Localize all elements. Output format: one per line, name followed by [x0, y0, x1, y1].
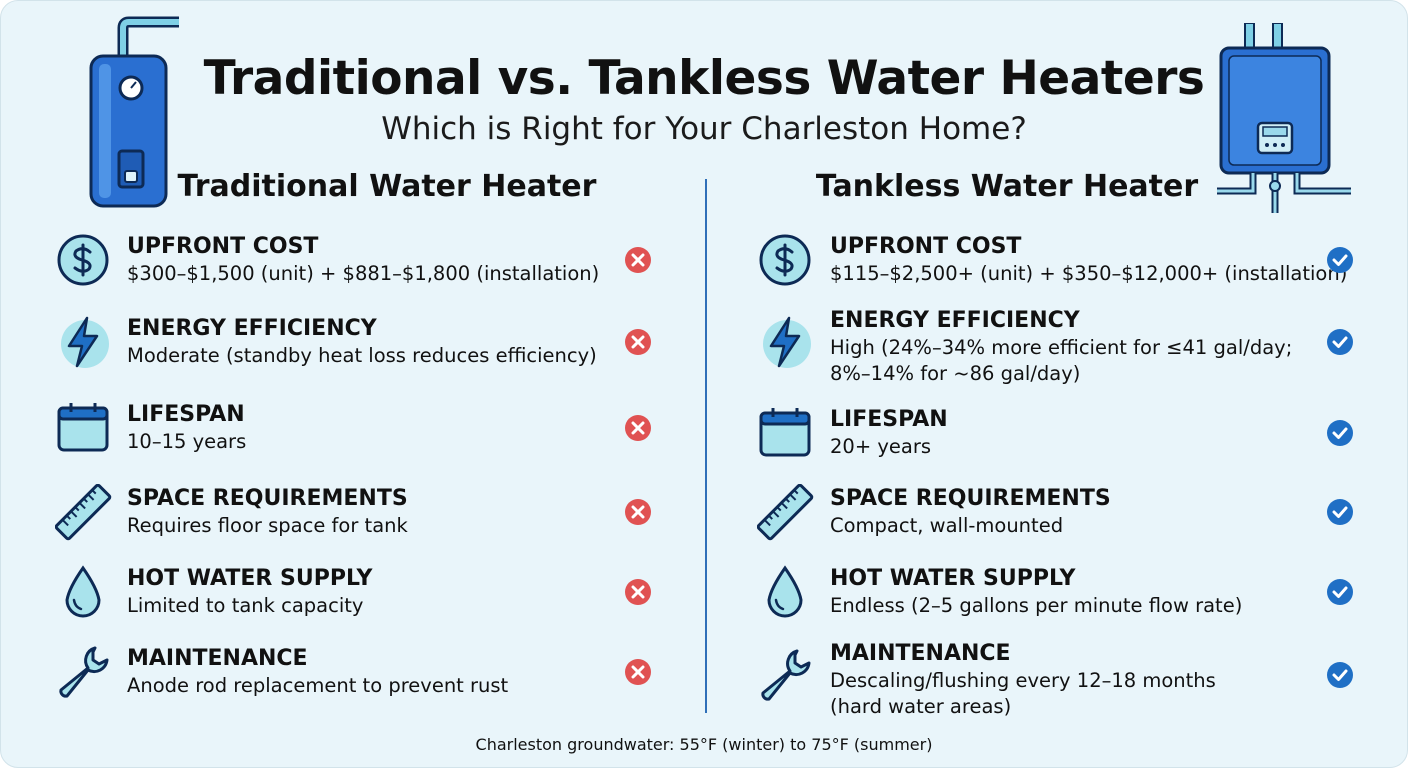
cross-icon — [625, 415, 651, 441]
row-label: LIFESPAN — [830, 407, 948, 432]
row-icon — [57, 234, 109, 286]
row-label: HOT WATER SUPPLY — [127, 566, 373, 591]
check-icon — [1327, 420, 1353, 446]
check-icon — [1327, 247, 1353, 273]
row-label: SPACE REQUIREMENTS — [830, 486, 1111, 511]
row-description: $300–$1,500 (unit) + $881–$1,800 (instal… — [127, 262, 600, 285]
row-description: (hard water areas) — [830, 695, 1012, 718]
row-description: 20+ years — [830, 435, 932, 458]
row-icon — [759, 234, 811, 286]
row-icon — [61, 316, 109, 368]
row-icon — [55, 484, 112, 541]
row-icon — [65, 565, 101, 618]
row-icon — [757, 484, 814, 541]
row-label: ENERGY EFFICIENCY — [127, 316, 377, 341]
check-icon — [1327, 329, 1353, 355]
check-icon — [1327, 579, 1353, 605]
row-label: MAINTENANCE — [127, 646, 308, 671]
row-description: Requires floor space for tank — [127, 514, 408, 537]
cross-icon — [625, 499, 651, 525]
row-label: UPFRONT COST — [127, 234, 319, 259]
row-label: UPFRONT COST — [830, 234, 1022, 259]
row-description: Compact, wall-mounted — [830, 514, 1064, 537]
row-icon — [57, 403, 109, 452]
row-description: Anode rod replacement to prevent rust — [127, 674, 509, 697]
row-description: Endless (2–5 gallons per minute flow rat… — [830, 594, 1243, 617]
row-icon — [767, 565, 803, 618]
row-icon — [763, 316, 811, 368]
row-description: 10–15 years — [127, 430, 247, 453]
row-label: MAINTENANCE — [830, 641, 1011, 666]
row-description: Limited to tank capacity — [127, 594, 364, 617]
column-heading: Tankless Water Heater — [815, 169, 1199, 204]
row-description: Moderate (standby heat loss reduces effi… — [127, 344, 597, 367]
row-label: HOT WATER SUPPLY — [830, 566, 1076, 591]
row-icon — [59, 646, 109, 698]
row-label: LIFESPAN — [127, 402, 245, 427]
row-label: SPACE REQUIREMENTS — [127, 486, 408, 511]
cross-icon — [625, 579, 651, 605]
check-icon — [1327, 499, 1353, 525]
tank-heater-illustration — [89, 16, 179, 208]
check-icon — [1327, 662, 1353, 688]
row-description: $115–$2,500+ (unit) + $350–$12,000+ (ins… — [830, 262, 1348, 285]
row-icon — [761, 649, 811, 701]
title: Traditional vs. Tankless Water Heaters — [203, 51, 1205, 106]
divider — [705, 179, 707, 713]
row-description: Descaling/flushing every 12–18 months — [830, 669, 1216, 692]
cross-icon — [625, 659, 651, 685]
cross-icon — [625, 247, 651, 273]
row-label: ENERGY EFFICIENCY — [830, 308, 1080, 333]
row-description: High (24%–34% more efficient for ≤41 gal… — [830, 336, 1293, 359]
cross-icon — [625, 329, 651, 355]
subtitle: Which is Right for Your Charleston Home? — [381, 111, 1027, 147]
row-description: 8%–14% for ~86 gal/day) — [830, 362, 1081, 385]
column-heading: Traditional Water Heater — [177, 169, 597, 204]
row-icon — [759, 408, 811, 457]
tankless-heater-illustration — [1217, 23, 1351, 213]
footnote: Charleston groundwater: 55°F (winter) to… — [475, 735, 933, 754]
